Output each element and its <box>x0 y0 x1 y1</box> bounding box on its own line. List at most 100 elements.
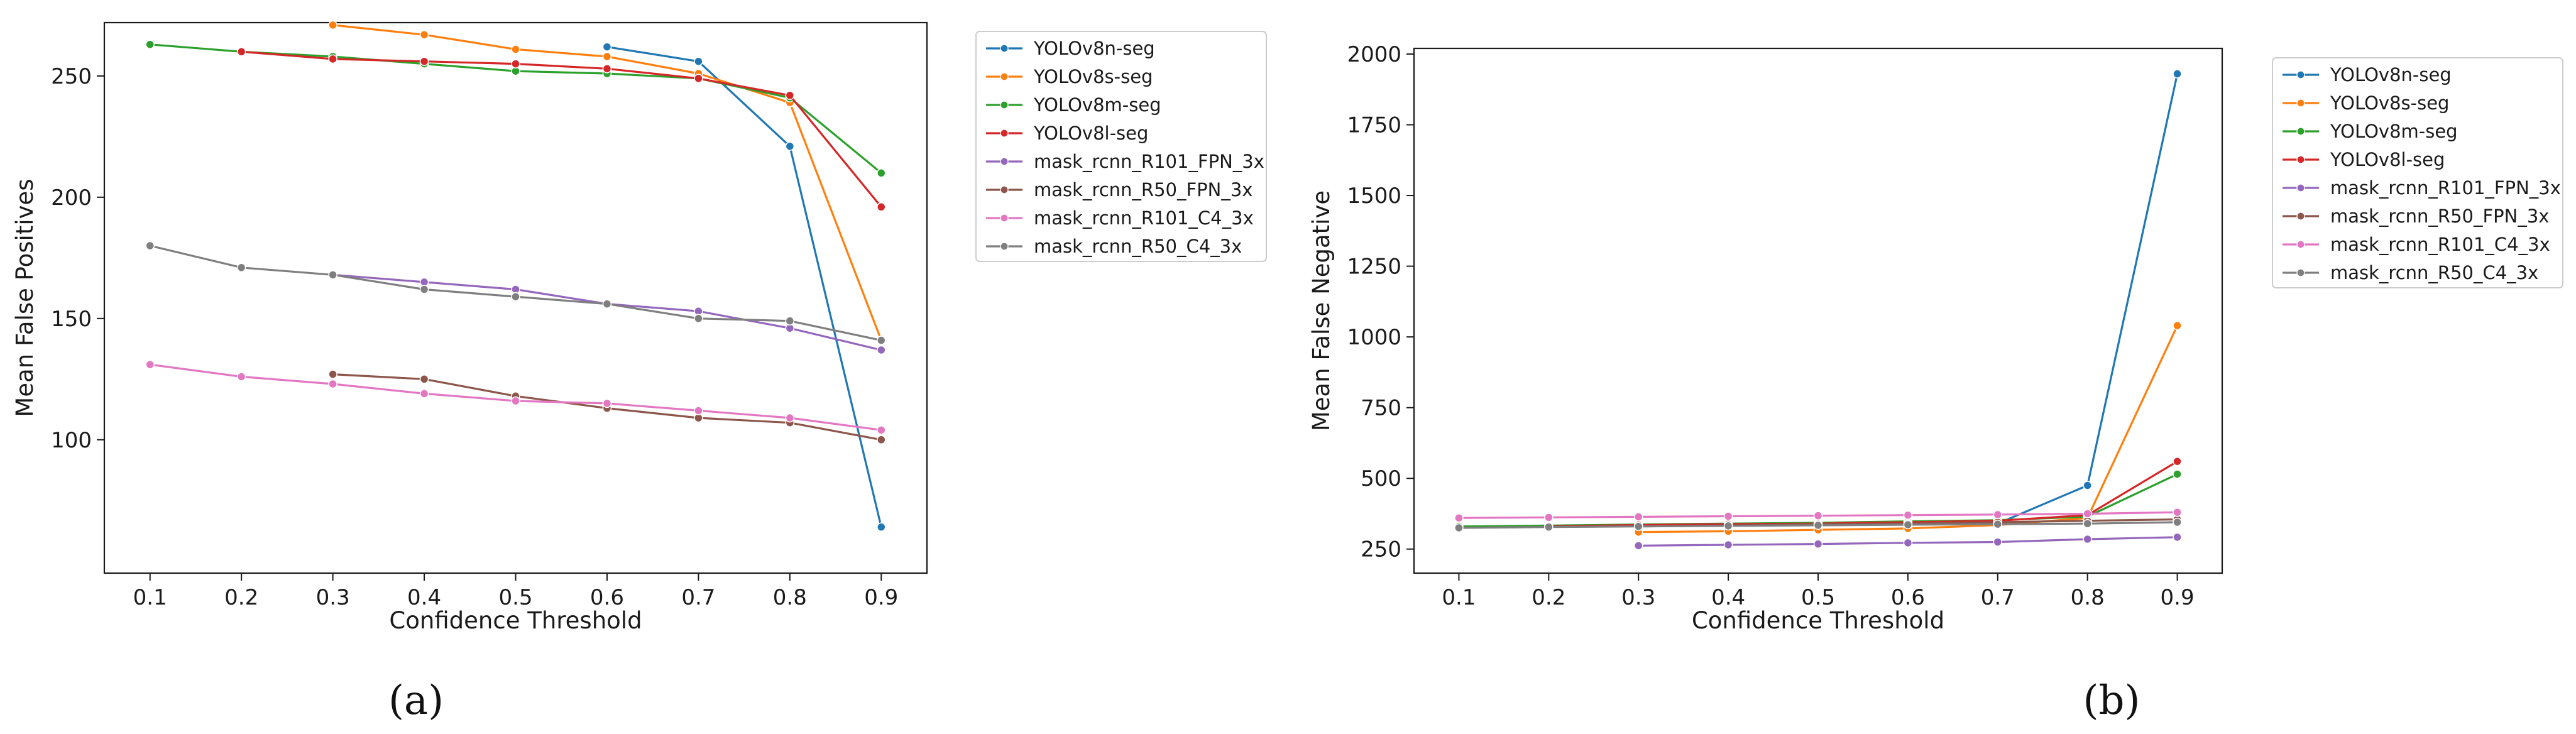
data-point <box>1544 522 1554 532</box>
data-point <box>694 314 703 324</box>
series-mask-rcnn-r101-fpn-3x <box>328 270 886 355</box>
x-tick-label: 0.1 <box>1442 585 1476 610</box>
series-line <box>1997 74 2179 525</box>
data-point <box>511 59 520 68</box>
legend-marker <box>2296 70 2305 79</box>
x-tick-label: 0.6 <box>1891 585 1925 610</box>
legend-entry-label: mask_rcnn_R101_C4_3x <box>1034 207 1254 229</box>
data-point <box>419 375 429 384</box>
data-point <box>2173 456 2182 466</box>
subfigure-label: (b) <box>2083 677 2140 724</box>
y-tick-label: 750 <box>1361 396 1401 421</box>
legend-entry-label: YOLOv8l-seg <box>2330 149 2445 170</box>
legend-entry-label: YOLOv8m-seg <box>2330 121 2458 142</box>
data-point <box>1633 512 1643 522</box>
x-tick-label: 0.7 <box>1981 585 2015 610</box>
data-point <box>785 90 795 101</box>
x-tick-label: 0.1 <box>133 585 167 610</box>
data-point <box>236 47 246 57</box>
series-yolov8n-seg <box>602 42 886 532</box>
data-point <box>1633 541 1643 550</box>
legend-marker <box>2296 268 2305 277</box>
y-tick-label: 1500 <box>1347 184 1401 209</box>
legend-box <box>975 31 1267 262</box>
data-point <box>785 316 795 326</box>
data-point <box>1903 510 1913 520</box>
series-line <box>1638 325 2179 534</box>
data-point <box>328 270 337 280</box>
legend-entry-label: mask_rcnn_R101_FPN_3x <box>2330 177 2561 199</box>
subfigure-label: (a) <box>388 677 444 724</box>
data-point <box>419 389 429 398</box>
data-point <box>1633 522 1643 531</box>
x-tick-label: 0.2 <box>1532 585 1565 610</box>
data-point <box>1723 512 1733 521</box>
y-tick-label: 100 <box>51 428 92 453</box>
data-point <box>1903 520 1913 530</box>
series-mask-rcnn-r101-fpn-3x <box>1633 532 2182 550</box>
data-point <box>694 74 703 84</box>
legend-marker <box>1000 72 1009 81</box>
legend-marker <box>2296 240 2305 249</box>
data-point <box>236 372 246 381</box>
data-point <box>877 522 886 532</box>
x-tick-label: 0.8 <box>773 585 807 610</box>
data-point <box>328 379 337 389</box>
data-point <box>2173 469 2182 479</box>
data-point <box>694 57 703 66</box>
data-point <box>1454 523 1464 533</box>
data-point <box>1993 519 2003 529</box>
legend-marker <box>2296 212 2305 221</box>
data-point <box>328 20 337 30</box>
y-tick-label: 150 <box>51 307 92 332</box>
x-axis-label: Confidence Threshold <box>1692 607 1944 634</box>
data-point <box>2173 517 2182 527</box>
data-point <box>1993 510 2003 520</box>
series-line <box>332 273 882 351</box>
y-tick-label: 1750 <box>1347 113 1401 138</box>
data-point <box>1723 521 1733 531</box>
x-tick-label: 0.5 <box>1801 585 1835 610</box>
legend: YOLOv8n-seg YOLOv8s-seg YOLOv8m-seg YOLOv8l… <box>2272 57 2563 288</box>
x-tick-label: 0.9 <box>2161 585 2195 610</box>
data-point <box>2173 320 2182 331</box>
legend-marker <box>1000 157 1009 166</box>
legend-entry-label: YOLOv8s-seg <box>2330 92 2449 114</box>
data-point <box>694 406 703 415</box>
data-point <box>1723 540 1733 550</box>
legend-marker <box>1000 101 1009 109</box>
data-point <box>1813 539 1823 549</box>
legend-entry-label: YOLOv8l-seg <box>1033 123 1148 144</box>
legend-marker <box>1000 214 1009 222</box>
data-point <box>1813 520 1823 530</box>
legend-marker <box>2296 184 2305 192</box>
legend-entry-label: YOLOv8n-seg <box>2330 64 2452 85</box>
series-line <box>606 46 882 528</box>
data-point <box>145 40 155 49</box>
legend-entry-label: mask_rcnn_R101_C4_3x <box>2330 234 2550 255</box>
data-point <box>2083 518 2092 529</box>
data-point <box>236 263 246 273</box>
data-point <box>328 370 337 379</box>
data-point <box>877 168 886 178</box>
data-point <box>877 425 886 435</box>
data-point <box>602 299 612 309</box>
x-tick-label: 0.3 <box>1621 585 1655 610</box>
y-tick-label: 200 <box>51 185 92 211</box>
legend-entry-label: mask_rcnn_R101_FPN_3x <box>1034 151 1264 172</box>
data-point <box>877 336 886 345</box>
chart-a: 0.1 0.2 0.3 0.4 0.5 0.6 0.7 0.8 0.9 100 150 200 250 C… <box>11 20 1267 724</box>
data-point <box>2083 534 2092 544</box>
x-tick-label: 0.9 <box>864 585 898 610</box>
x-tick-label: 0.8 <box>2071 585 2105 610</box>
series-mask-rcnn-r101-c4-3x <box>1454 507 2182 523</box>
x-tick-label: 0.5 <box>498 585 532 610</box>
data-point <box>419 30 429 40</box>
x-tick-label: 0.3 <box>316 585 350 610</box>
data-point <box>145 359 155 370</box>
legend-marker <box>1000 185 1009 194</box>
series-mask-rcnn-r50-c4-3x <box>1454 517 2182 533</box>
data-point <box>419 57 429 66</box>
data-point <box>145 241 155 251</box>
